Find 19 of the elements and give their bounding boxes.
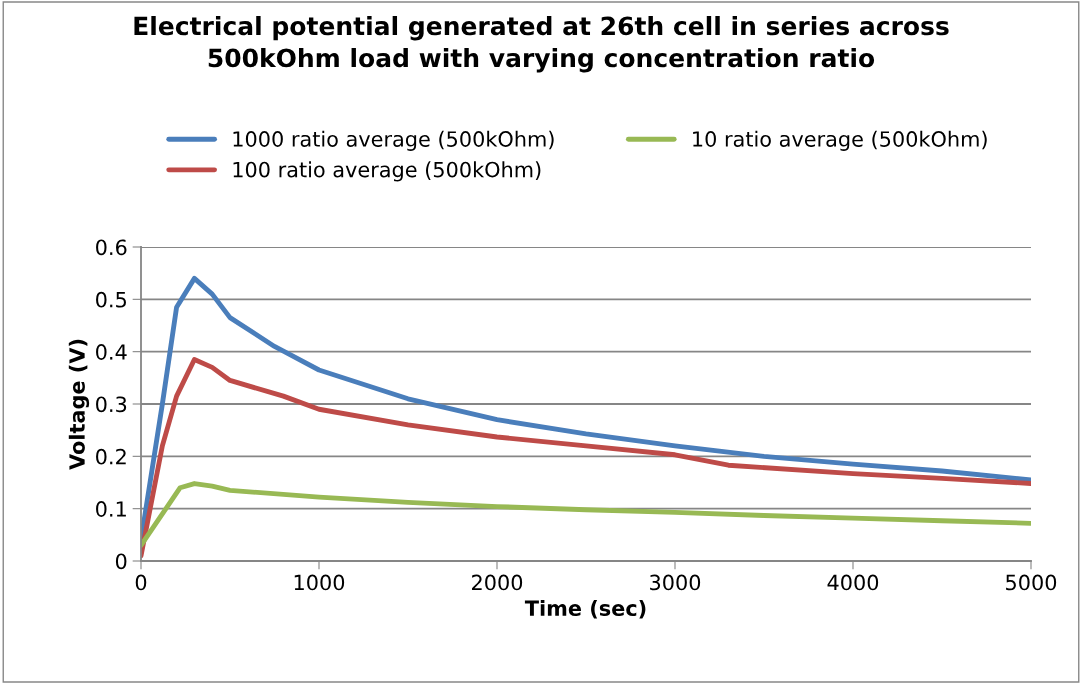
y-tick-label: 0.3 bbox=[96, 396, 127, 413]
y-tick-label: 0.6 bbox=[96, 239, 127, 256]
y-tick-label: 0.2 bbox=[96, 448, 126, 465]
legend-label: 10 ratio average (500kOhm) bbox=[693, 130, 987, 151]
x-tick-label: 0 bbox=[135, 574, 147, 591]
x-tick-label: 1000 bbox=[294, 574, 345, 591]
x-tick-label: 2000 bbox=[472, 574, 523, 591]
y-axis-title: Voltage (V) bbox=[68, 339, 90, 470]
legend-label: 1000 ratio average (500kOhm) bbox=[233, 130, 554, 151]
y-tick-label: 0.1 bbox=[96, 501, 126, 517]
y-tick-label: 0.5 bbox=[96, 291, 126, 308]
y-tick-label: 0.4 bbox=[96, 344, 127, 360]
chart-title: Electrical potential generated at 26th cell in series across 500kOhm load with varying concentration ratio bbox=[134, 16, 949, 73]
x-tick-label: 5000 bbox=[1006, 574, 1057, 591]
y-tick-label: 0 bbox=[115, 553, 127, 570]
legend-label: 100 ratio average (500kOhm) bbox=[233, 161, 541, 182]
x-axis-title: Time (sec) bbox=[524, 599, 646, 619]
x-tick-label: 4000 bbox=[827, 574, 879, 591]
x-tick-label: 3000 bbox=[650, 574, 701, 591]
